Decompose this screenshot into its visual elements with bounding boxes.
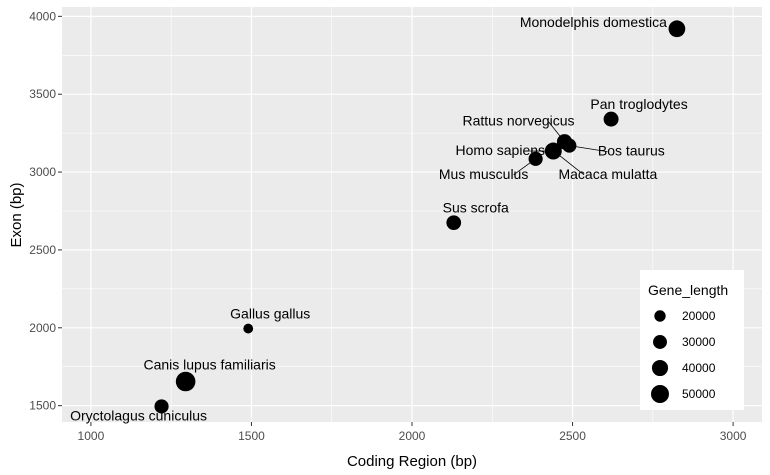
y-axis-title: Exon (bp) <box>8 182 25 247</box>
y-axis-ticks: 1500 2000 2500 3000 3500 4000 <box>29 9 62 413</box>
data-point-label: Macaca mulatta <box>558 166 657 182</box>
data-point-label: Rattus norvegicus <box>462 113 574 129</box>
data-point-label: Sus scrofa <box>443 200 509 216</box>
y-tick-label: 3000 <box>29 165 56 179</box>
legend-label: 20000 <box>682 309 716 323</box>
x-tick-label: 1500 <box>238 429 265 443</box>
data-point-label: Mus musculus <box>439 166 528 182</box>
data-point-label: Canis lupus familiaris <box>143 357 275 373</box>
data-points <box>154 20 686 414</box>
x-tick-label: 3000 <box>720 429 747 443</box>
legend-key-circle <box>653 335 667 349</box>
x-axis-title: Coding Region (bp) <box>347 453 477 470</box>
y-tick-label: 4000 <box>29 9 56 23</box>
y-tick-label: 2000 <box>29 321 56 335</box>
legend-label: 40000 <box>682 361 716 375</box>
data-point <box>603 111 619 127</box>
legend-label: 50000 <box>682 387 716 401</box>
data-point <box>175 371 196 392</box>
legend-key-circle <box>654 310 666 322</box>
x-tick-label: 2500 <box>559 429 586 443</box>
x-tick-label: 1000 <box>78 429 105 443</box>
y-tick-label: 2500 <box>29 243 56 257</box>
data-point <box>548 145 562 159</box>
x-tick-label: 2000 <box>399 429 426 443</box>
data-point <box>528 151 543 166</box>
data-point-label: Bos taurus <box>598 143 665 159</box>
data-point-label: Oryctolagus cuniculus <box>70 407 207 423</box>
y-tick-label: 3500 <box>29 87 56 101</box>
data-point <box>446 215 462 231</box>
legend-key-circle <box>651 359 669 377</box>
data-point-label: Gallus gallus <box>230 306 310 322</box>
legend-items: 20000 30000 40000 50000 <box>651 309 716 403</box>
data-point-labels: Monodelphis domestica Pan troglodytes Ratt… <box>70 14 688 424</box>
legend-title: Gene_length <box>648 282 728 298</box>
data-point-label: Homo sapiens <box>456 142 546 158</box>
data-point <box>243 323 254 334</box>
x-axis-ticks: 1000 1500 2000 2500 3000 <box>78 422 747 443</box>
data-point-label: Pan troglodytes <box>590 96 687 112</box>
data-point <box>562 138 577 153</box>
data-point-label: Monodelphis domestica <box>520 14 667 30</box>
legend-label: 30000 <box>682 335 716 349</box>
data-point <box>668 20 686 38</box>
y-tick-label: 1500 <box>29 399 56 413</box>
major-gridlines <box>62 7 762 422</box>
size-legend: Gene_length 20000 30000 40000 50000 <box>640 270 744 410</box>
legend-key-circle <box>651 385 669 403</box>
data-point <box>154 399 169 414</box>
